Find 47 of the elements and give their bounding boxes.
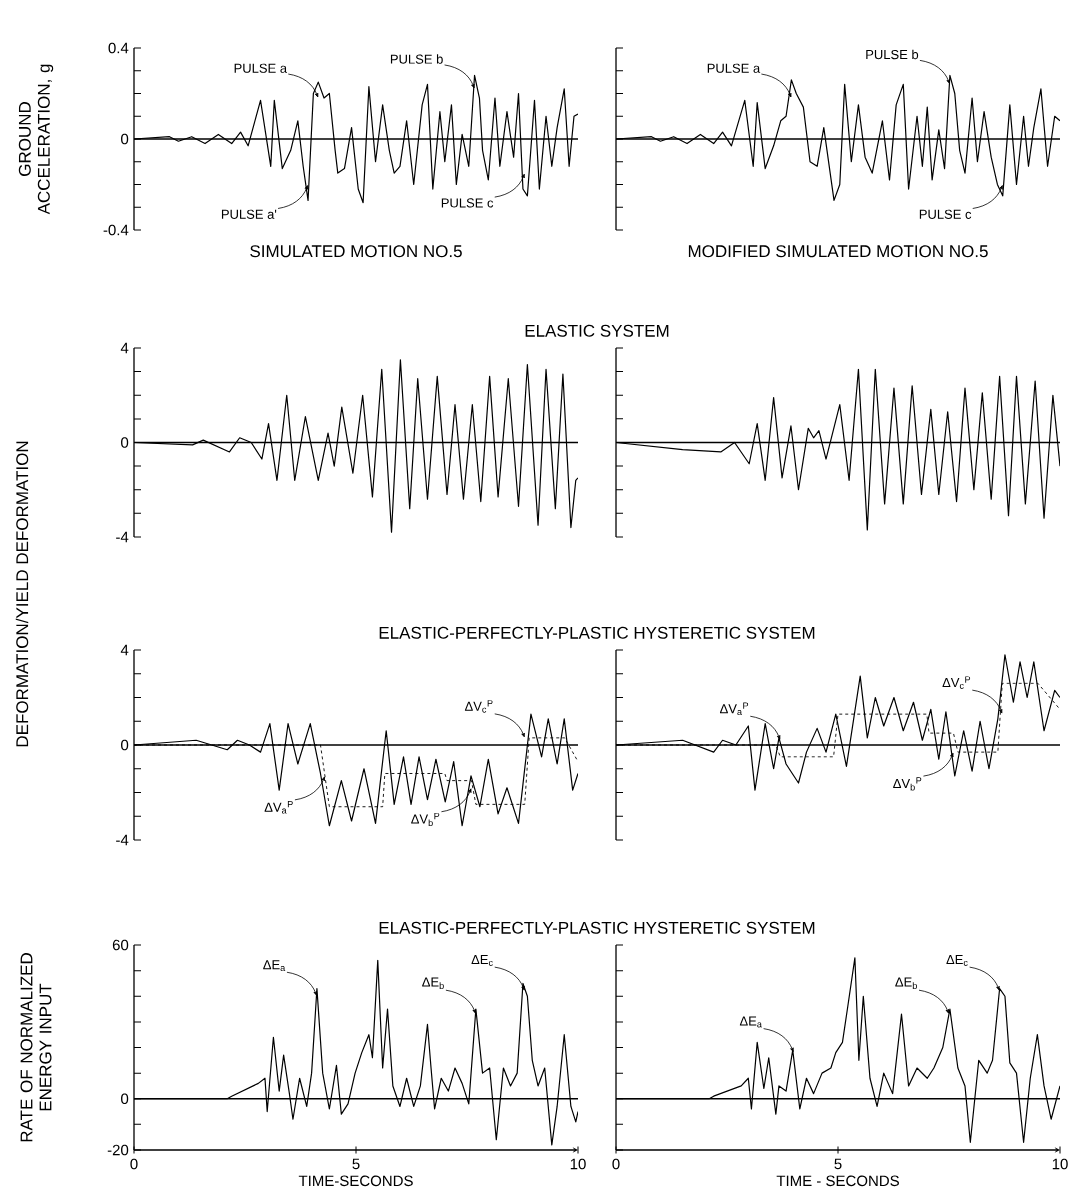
annotation: ΔE$_{b}$ [895, 977, 917, 989]
chart-title: ELASTIC-PERFECTLY-PLASTIC HYSTERETIC SYSTEM [379, 626, 815, 639]
annotation: PULSE b [866, 49, 919, 60]
chart-title: ELASTIC-PERFECTLY-PLASTIC HYSTERETIC SYSTEM [379, 921, 815, 934]
x-tick-label: 10 [570, 1158, 586, 1170]
annotation: PULSE c [441, 198, 494, 208]
text: SIMULATED MOTION NO.5 [250, 245, 462, 258]
y-tick-label: 0 [121, 437, 129, 448]
annotation: ΔE$_{b}$ [422, 977, 444, 989]
x-tick-label: 5 [834, 1158, 842, 1170]
annotation: PULSE c [919, 209, 972, 219]
y-axis-title: DEFORMATION/YIELD DEFORMATION [15, 441, 29, 747]
y-tick-label: 0.4 [108, 42, 129, 54]
y-tick-label: 4 [120, 644, 129, 656]
y-tick-label: 60 [112, 939, 129, 951]
annotation: ΔV$_{a}$P [264, 801, 293, 814]
annotation: ΔV$_{c}$P [464, 700, 493, 713]
annotation: ΔV$_{c}$P [942, 676, 971, 689]
y-tick-label: 0 [121, 133, 129, 145]
x-axis-title: TIME-SECONDS [298, 1175, 413, 1187]
text: MODIFIED SIMULATED MOTION NO.5 [688, 245, 988, 258]
x-axis-title: TIME - SECONDS [776, 1175, 899, 1187]
annotation: ΔE$_{c}$ [471, 955, 493, 966]
y-tick-label: 0 [121, 739, 129, 751]
y-tick-label: 0 [121, 1093, 129, 1105]
y-axis-title: GROUND ACCELERATION, g [18, 64, 54, 215]
annotation: ΔV$_{b}$P [411, 812, 440, 827]
y-tick-label: 4 [120, 342, 129, 354]
x-tick-label: 0 [612, 1158, 620, 1170]
annotation: ΔE$_{a}$ [739, 1016, 762, 1028]
annotation: PULSE a [707, 63, 761, 73]
y-tick-label: -20 [107, 1144, 129, 1156]
y-axis-title: RATE OF NORMALIZED ENERGY INPUT [20, 953, 52, 1142]
chart-title: ELASTIC SYSTEM [525, 324, 669, 337]
x-tick-label: 0 [130, 1158, 138, 1170]
annotation: PULSE b [390, 54, 443, 64]
annotation: ΔE$_{a}$ [263, 960, 286, 972]
y-tick-label: -0.4 [103, 224, 129, 236]
y-tick-label: -4 [116, 531, 129, 543]
annotation: ΔV$_{a}$P [719, 702, 749, 716]
annotation: ΔV$_{b}$P [893, 777, 922, 791]
x-tick-label: 10 [1052, 1158, 1068, 1170]
y-tick-label: -4 [116, 834, 129, 846]
annotation: ΔE$_{c}$ [946, 955, 968, 966]
annotation: PULSE a [234, 63, 288, 73]
annotation: PULSE a' [221, 209, 277, 219]
x-tick-label: 5 [352, 1158, 360, 1170]
